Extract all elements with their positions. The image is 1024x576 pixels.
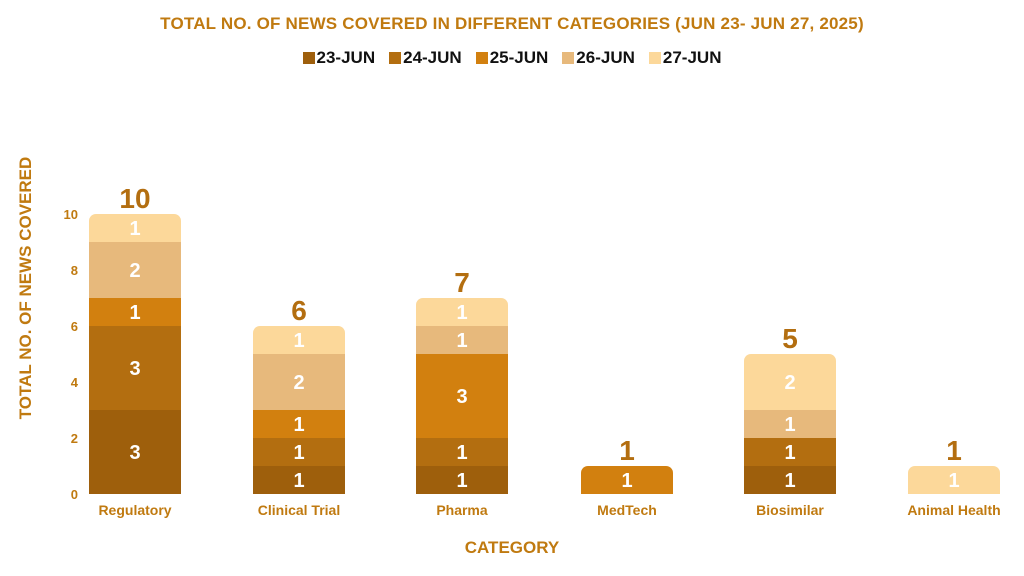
segment-value-label: 1 <box>129 302 140 324</box>
bar-segment <box>89 410 181 494</box>
segment-value-label: 3 <box>129 358 140 380</box>
segment-value-label: 1 <box>456 442 467 464</box>
bar-segment <box>253 466 345 494</box>
bar-segment <box>89 298 181 326</box>
bar-stack-1 <box>253 326 345 494</box>
segment-value-label: 1 <box>293 330 304 352</box>
segment-value-label: 1 <box>784 442 795 464</box>
legend-label: 23-JUN <box>316 48 376 67</box>
segment-value-label: 1 <box>784 470 795 492</box>
bar-segment <box>581 466 673 494</box>
bar-segment <box>416 326 508 354</box>
y-tick-label: 2 <box>71 431 78 446</box>
y-tick-label: 6 <box>71 319 78 334</box>
bar-total-label: 5 <box>782 323 798 354</box>
y-tick-label: 0 <box>71 487 78 502</box>
legend-label: 26-JUN <box>576 48 635 67</box>
bar-total-label: 10 <box>119 183 150 214</box>
legend-label: 25-JUN <box>489 48 549 67</box>
bar-segment <box>416 438 508 466</box>
bar-segment <box>253 326 345 354</box>
bar-stack-2 <box>416 298 508 494</box>
category-label: Pharma <box>436 502 488 518</box>
category-label: Animal Health <box>907 502 1000 518</box>
x-axis-label: CATEGORY <box>464 538 560 557</box>
bar-segment <box>908 466 1000 494</box>
segment-value-label: 2 <box>293 372 304 394</box>
bar-segment <box>253 354 345 410</box>
category-label: MedTech <box>597 502 657 518</box>
segment-value-label: 1 <box>293 414 304 436</box>
segment-value-label: 1 <box>948 470 959 492</box>
legend-item-27-jun: 27-JUN <box>648 48 722 68</box>
segment-value-label: 2 <box>129 260 140 282</box>
chart-title: TOTAL NO. OF NEWS COVERED IN DIFFERENT C… <box>160 14 864 33</box>
legend: 23-JUN 24-JUN 25-JUN 26-JUN 27-JUN <box>0 48 1024 68</box>
legend-swatch <box>648 52 661 64</box>
bar-total-label: 1 <box>619 435 635 466</box>
segment-value-label: 1 <box>621 470 632 492</box>
bar-stack-5 <box>908 466 1000 494</box>
bar-segment <box>253 410 345 438</box>
segment-value-label: 1 <box>129 218 140 240</box>
segment-value-label: 1 <box>456 470 467 492</box>
legend-swatch <box>562 52 575 64</box>
segment-value-label: 2 <box>784 372 795 394</box>
legend-item-24-jun: 24-JUN <box>389 48 462 68</box>
bar-total-label: 6 <box>291 295 307 326</box>
bar-segment <box>416 298 508 326</box>
category-label: Clinical Trial <box>258 502 340 518</box>
bar-segment <box>744 410 836 438</box>
bar-total-label: 1 <box>946 435 962 466</box>
bar-stack-0 <box>89 214 181 494</box>
y-tick-label: 8 <box>71 263 78 278</box>
legend-label: 27-JUN <box>662 48 722 67</box>
category-label: Regulatory <box>98 502 171 518</box>
segment-value-label: 3 <box>456 386 467 408</box>
segment-value-label: 1 <box>293 442 304 464</box>
bar-segment <box>89 214 181 242</box>
segment-value-label: 1 <box>456 302 467 324</box>
bar-segment <box>416 354 508 438</box>
legend-swatch <box>475 52 488 64</box>
bar-segment <box>744 354 836 410</box>
legend-item-26-jun: 26-JUN <box>562 48 635 68</box>
legend-item-25-jun: 25-JUN <box>475 48 549 68</box>
bar-segment <box>744 438 836 466</box>
segment-value-label: 1 <box>784 414 795 436</box>
segment-value-label: 3 <box>129 442 140 464</box>
bar-stack-4 <box>744 354 836 494</box>
category-label: Biosimilar <box>756 502 824 518</box>
legend-swatch <box>302 52 315 64</box>
bar-segment <box>89 242 181 298</box>
y-tick-label: 10 <box>64 207 78 222</box>
segment-value-label: 1 <box>293 470 304 492</box>
bar-total-label: 7 <box>454 267 470 298</box>
bar-segment <box>416 466 508 494</box>
segment-value-label: 1 <box>456 330 467 352</box>
bar-segment <box>89 326 181 410</box>
bar-segment <box>744 466 836 494</box>
bar-stack-3 <box>581 466 673 494</box>
y-tick-label: 4 <box>71 375 79 390</box>
bar-segment <box>253 438 345 466</box>
legend-label: 24-JUN <box>403 48 462 67</box>
legend-item-23-jun: 23-JUN <box>302 48 376 68</box>
legend-swatch <box>389 52 402 64</box>
